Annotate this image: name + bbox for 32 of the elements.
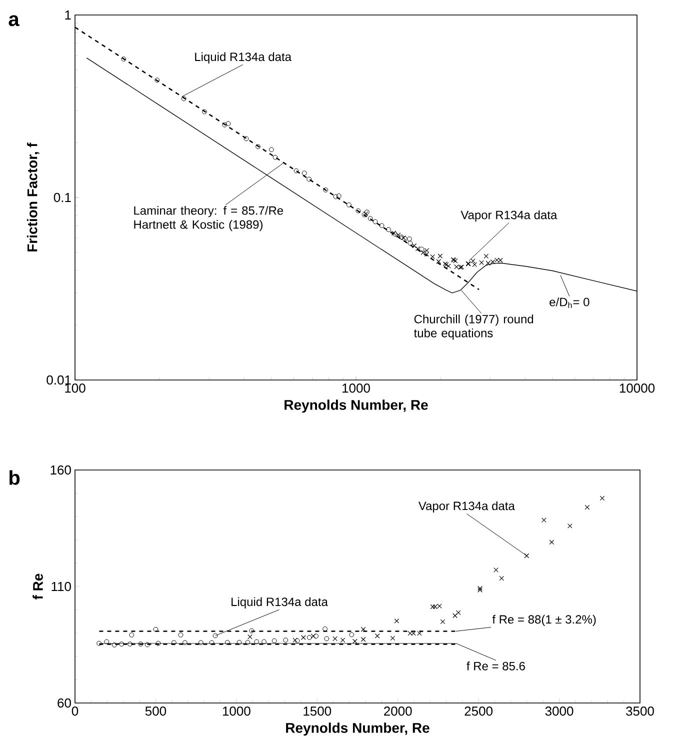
chart-title: b [10, 470, 20, 485]
y-tick-label: 60 [58, 698, 71, 708]
x-tick-label: 2000 [384, 706, 412, 716]
y-tick-label: 0.1 [54, 192, 71, 202]
y-tick-label: 0.01 [46, 375, 71, 385]
x-tick-label: 3000 [545, 706, 574, 716]
annotation: e/D$_{h}$= 0 [550, 297, 590, 308]
chart-title: a [8, 15, 20, 26]
x-tick-label: 3500 [626, 706, 654, 716]
annotation: Liquid R134a data [232, 597, 328, 608]
annotation: Liquid R134a data [195, 52, 292, 64]
annotation: Vapor R134a data [460, 210, 558, 222]
y-axis-title: Friction Factor, f [26, 142, 40, 252]
x-tick-label: 10000 [620, 384, 655, 393]
y-tick-label: 110 [52, 582, 71, 592]
annotation: Laminar theory: f = 85.7/Re Hartnett & Kostic (1989) [134, 206, 284, 232]
x-axis-title: Reynolds Number, Re [286, 722, 430, 736]
annotation: f Re = 85.6 [466, 662, 525, 670]
x-axis-title: Reynolds Number, Re [284, 400, 428, 413]
x-tick-label: 100 [65, 384, 86, 393]
x-tick-label: 1500 [304, 706, 332, 716]
x-tick-label: 0 [72, 706, 78, 716]
annotation: Vapor R134a data [418, 501, 515, 513]
x-tick-label: 500 [145, 706, 166, 716]
y-tick-label: 1 [65, 10, 71, 20]
annotation: f Re = 88(1 ± 3.2%) [492, 614, 596, 626]
x-tick-label: 1000 [342, 384, 370, 393]
x-tick-label: 1000 [222, 706, 250, 716]
annotation: Churchill (1977) round tube equations [414, 314, 534, 340]
y-axis-title: f Re [32, 574, 43, 600]
x-tick-label: 2500 [464, 706, 493, 716]
y-tick-label: 160 [50, 465, 71, 475]
